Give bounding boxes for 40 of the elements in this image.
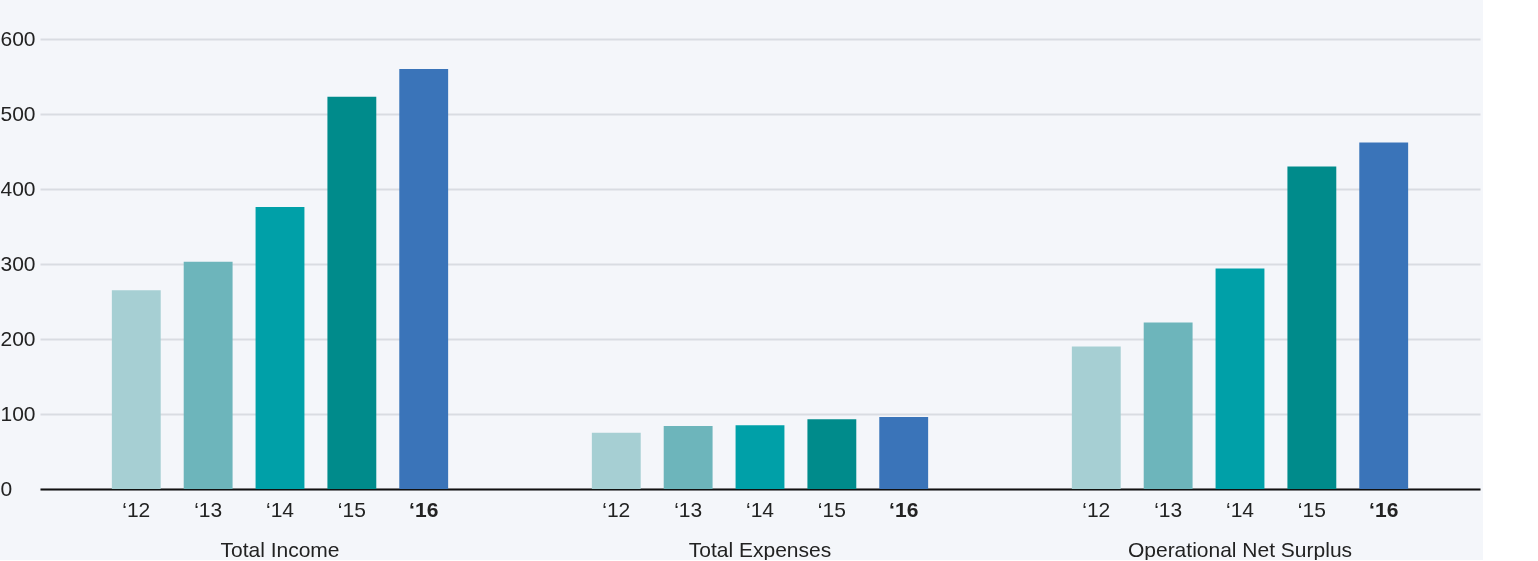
text: ‘13 bbox=[1154, 498, 1183, 521]
bar bbox=[111, 290, 161, 489]
bar bbox=[327, 96, 377, 489]
text: ‘15 bbox=[817, 498, 846, 521]
series-label: ‘15 bbox=[337, 498, 366, 521]
y-tick-label: 300 bbox=[0, 251, 36, 275]
series-label: ‘14 bbox=[265, 498, 295, 521]
text: ‘14 bbox=[745, 498, 775, 521]
bar bbox=[807, 419, 857, 489]
y-tick-label: 0 bbox=[0, 476, 13, 500]
x-tick-label: Operational Net Surplus bbox=[1127, 537, 1353, 561]
bar bbox=[663, 426, 713, 489]
text: ‘16 bbox=[889, 498, 919, 521]
bar bbox=[1071, 346, 1121, 489]
text: ‘15 bbox=[1297, 498, 1326, 521]
text: ‘13 bbox=[674, 498, 703, 521]
x-tick-label: Total Income bbox=[220, 537, 340, 561]
bar bbox=[1287, 166, 1337, 489]
series-label: ‘13 bbox=[194, 498, 223, 521]
y-tick-label: 100 bbox=[0, 401, 36, 425]
bar bbox=[1359, 142, 1409, 489]
y-tick-label: 200 bbox=[0, 326, 36, 350]
y-tick-label: 400 bbox=[0, 176, 36, 200]
bar bbox=[1215, 268, 1265, 489]
bar bbox=[591, 432, 641, 489]
bar bbox=[255, 207, 305, 489]
text: ‘14 bbox=[1225, 498, 1255, 521]
series-label: ‘12 bbox=[122, 498, 151, 521]
series-label: ‘16 bbox=[409, 498, 439, 521]
text: ‘12 bbox=[1082, 498, 1111, 521]
text: ‘12 bbox=[602, 498, 631, 521]
bar bbox=[735, 425, 785, 489]
bar bbox=[1143, 322, 1193, 489]
bar bbox=[879, 417, 929, 489]
x-tick-label: Total Expenses bbox=[688, 537, 832, 561]
y-tick-label: 600 bbox=[0, 26, 36, 50]
bar bbox=[183, 261, 233, 489]
text: ‘16 bbox=[1369, 498, 1399, 521]
bar bbox=[399, 69, 449, 489]
y-tick-label: 500 bbox=[0, 101, 36, 125]
